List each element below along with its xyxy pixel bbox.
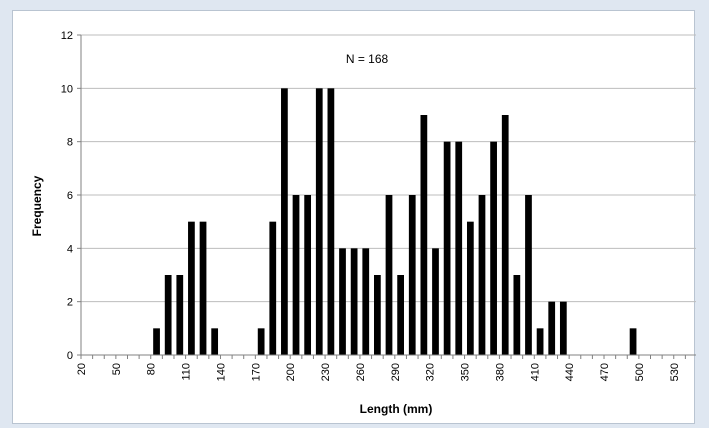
x-tick-label: 470 <box>599 363 611 381</box>
histogram-bar <box>559 301 567 355</box>
y-tick-label: 6 <box>67 190 73 202</box>
histogram-bar <box>397 275 404 355</box>
histogram-bar <box>211 328 219 355</box>
x-tick-label: 20 <box>76 363 88 375</box>
x-tick-label: 530 <box>669 363 681 381</box>
histogram-bar <box>374 275 381 355</box>
histogram-bar <box>466 221 474 355</box>
histogram-bar <box>385 195 393 355</box>
y-tick-label: 4 <box>67 243 73 255</box>
histogram-bar <box>513 275 521 355</box>
histogram-bar <box>292 195 300 355</box>
histogram-bar <box>478 195 486 355</box>
histogram-bar <box>188 221 195 355</box>
histogram-bar <box>257 328 265 355</box>
histogram-bar <box>304 195 312 355</box>
x-tick-label: 230 <box>320 363 332 381</box>
y-tick-label: 2 <box>67 297 73 309</box>
histogram-bar <box>408 195 416 355</box>
x-tick-label: 200 <box>285 363 297 381</box>
x-tick-label: 440 <box>564 363 576 381</box>
histogram-bar <box>339 248 346 355</box>
histogram-bar <box>176 275 184 355</box>
y-tick-label: 8 <box>67 137 73 149</box>
x-tick-label: 80 <box>146 363 158 375</box>
histogram-bar <box>420 115 428 355</box>
histogram-bar <box>455 141 463 355</box>
x-tick-label: 290 <box>390 363 402 381</box>
x-tick-label: 320 <box>425 363 437 381</box>
x-tick-label: 140 <box>215 363 227 381</box>
histogram-bar <box>350 248 358 355</box>
histogram-bar <box>432 248 439 355</box>
chart-frame: 0 2 4 6 8 10 12 20 50 80 110 140 170 200 230 260 290 320 3… <box>12 10 696 424</box>
x-tick-label: 260 <box>355 363 367 381</box>
x-tick-label: 500 <box>634 363 646 381</box>
histogram-bar <box>490 141 497 355</box>
y-axis-title: Frequency <box>30 175 44 236</box>
histogram-bar <box>281 88 288 355</box>
x-tick-label: 110 <box>181 363 193 381</box>
histogram-bar <box>164 275 172 355</box>
histogram-bar <box>548 301 556 355</box>
y-tick-label: 12 <box>61 30 73 42</box>
axes <box>77 34 696 359</box>
histogram-bar <box>443 141 451 355</box>
histogram-bar <box>525 195 532 355</box>
histogram-bar <box>501 115 509 355</box>
x-tick-label: 170 <box>250 363 262 381</box>
y-tick-label: 10 <box>61 83 73 95</box>
bars <box>153 88 637 355</box>
histogram-bar <box>315 88 323 355</box>
y-tick-label: 0 <box>67 350 73 362</box>
histogram-bar <box>629 328 637 355</box>
histogram-chart: 0 2 4 6 8 10 12 20 50 80 110 140 170 200 230 260 290 320 3… <box>30 30 696 416</box>
histogram-bar <box>327 88 335 355</box>
histogram-bar <box>536 328 544 355</box>
x-tick-label: 50 <box>111 363 123 375</box>
sample-size-annotation: N = 168 <box>346 52 389 66</box>
histogram-bar <box>153 328 160 355</box>
x-axis-title: Length (mm) <box>360 402 433 416</box>
histogram-bar <box>269 221 277 355</box>
histogram-bar <box>362 248 370 355</box>
histogram-bar <box>199 221 207 355</box>
tick-labels: 0 2 4 6 8 10 12 20 50 80 110 140 170 200 230 260 290 320 3… <box>61 30 681 381</box>
x-tick-label: 410 <box>529 363 541 381</box>
x-tick-label: 380 <box>494 363 506 381</box>
x-tick-label: 350 <box>460 363 472 381</box>
